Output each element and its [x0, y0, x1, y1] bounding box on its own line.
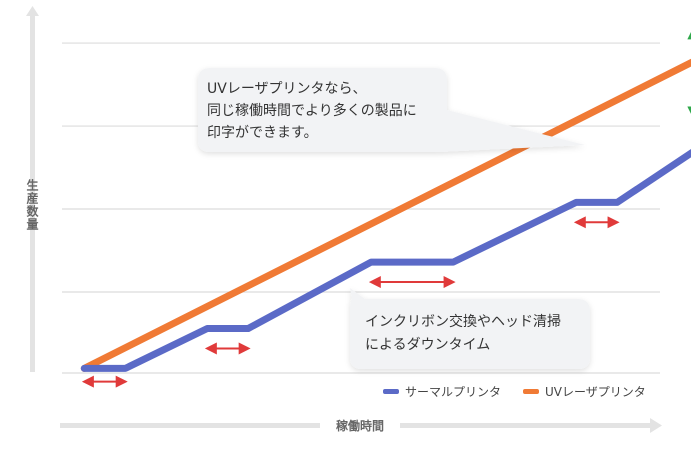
- legend-swatch-thermal: [383, 389, 399, 394]
- series-line-uv: [80, 58, 691, 372]
- legend-label-uv: UVレーザプリンタ: [545, 385, 646, 399]
- x-axis-label: 稼働時間: [336, 418, 384, 433]
- callout-uv-text: UVレーザプリンタなら、 同じ稼働時間でより多くの製品に 印字ができます。: [207, 81, 421, 141]
- callout-downtime-line-2: によるダウンタイム: [365, 337, 490, 353]
- callout-downtime: [350, 288, 590, 369]
- legend-item-uv: UVレーザプリンタ: [523, 385, 646, 399]
- y-axis: 生産数量: [25, 6, 39, 372]
- callout-uv-line-2: 同じ稼働時間でより多くの製品に: [207, 102, 417, 119]
- callout-uv-line-3: 印字ができます。: [207, 125, 318, 141]
- series-layer: [80, 58, 691, 372]
- callout-downtime-text: インクリボン交換やヘッド清掃 によるダウンタイム: [365, 313, 565, 353]
- legend-label-thermal: サーマルプリンタ: [405, 385, 501, 399]
- markers-layer: [81, 27, 691, 388]
- y-axis-label: 生産数量: [25, 178, 39, 231]
- legend-swatch-uv: [523, 389, 539, 394]
- legend-item-thermal: サーマルプリンタ: [383, 385, 501, 399]
- callout-uv: [198, 68, 585, 152]
- legend: サーマルプリンタ UVレーザプリンタ: [383, 385, 646, 399]
- x-axis: 稼働時間: [60, 415, 662, 437]
- callout-uv-line-1: UVレーザプリンタなら、: [207, 81, 367, 97]
- series-line-thermal: [80, 148, 691, 372]
- callout-downtime-line-1: インクリボン交換やヘッド清掃: [365, 313, 561, 330]
